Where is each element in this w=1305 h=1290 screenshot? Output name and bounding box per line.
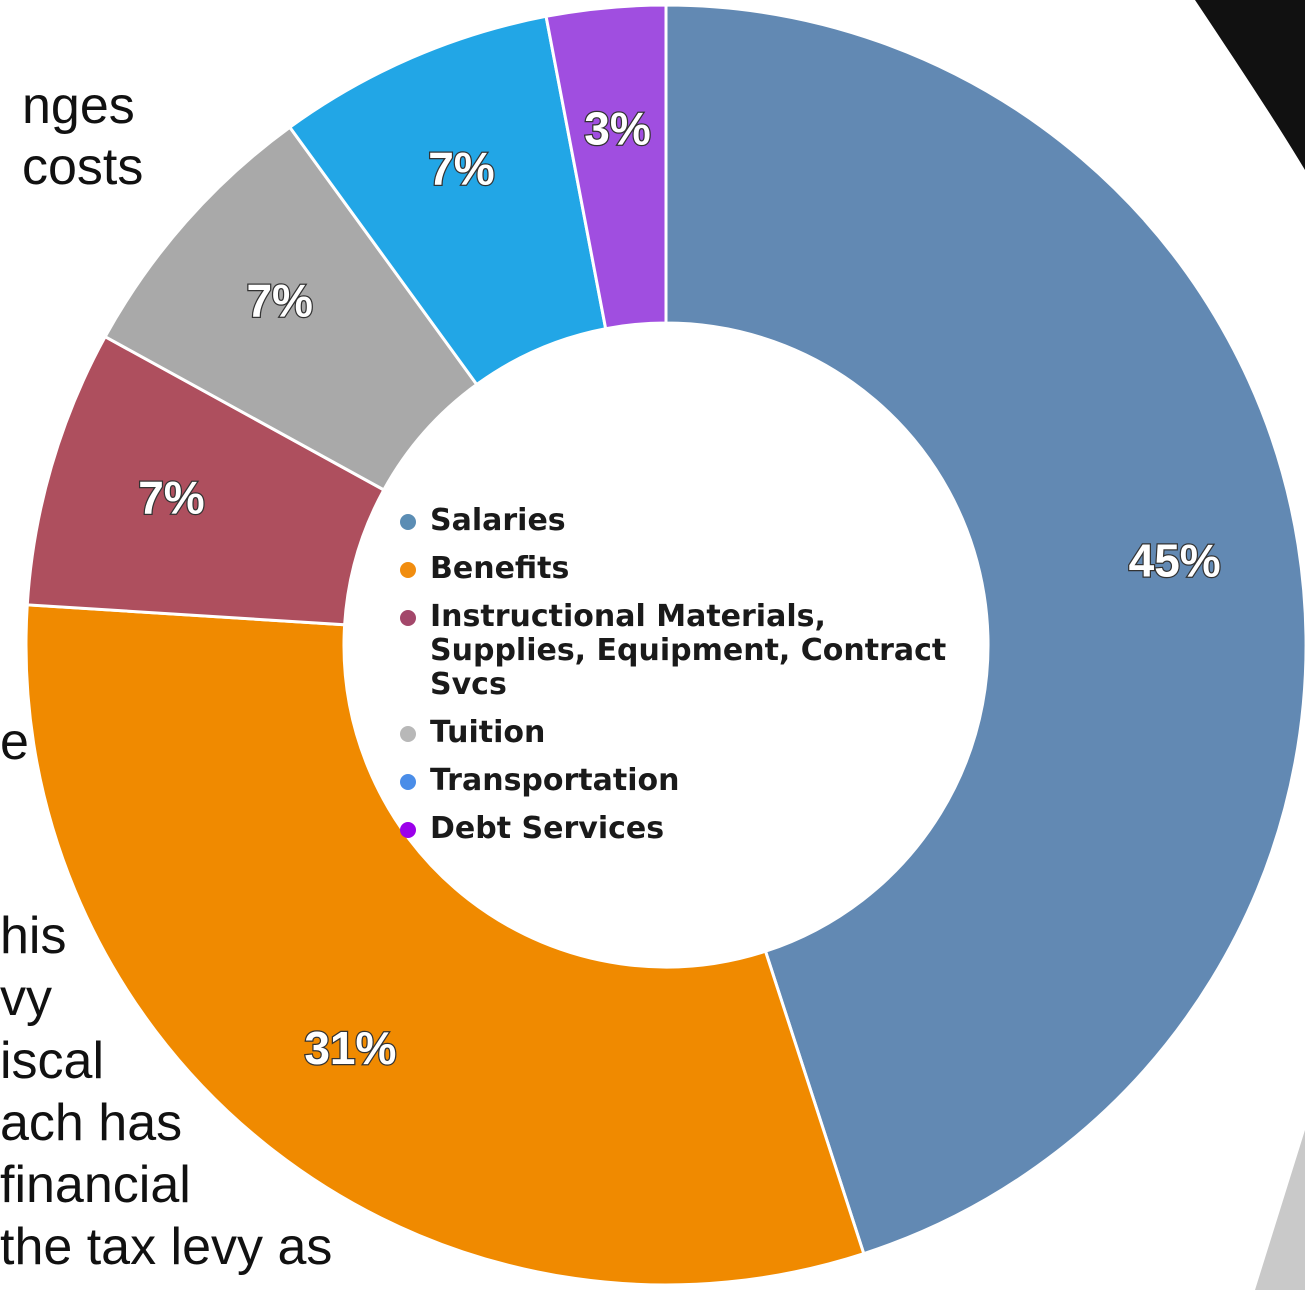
legend-item: Instructional Materials, Supplies, Equip…: [400, 600, 1000, 702]
background-text-line: his: [0, 907, 67, 965]
donut-slice-salaries: [664, 3, 1305, 1256]
background-text-line: the tax levy as: [0, 1218, 333, 1276]
chart-legend: Salaries Benefits Instructional Material…: [400, 504, 1000, 860]
legend-label: Transportation: [430, 763, 680, 798]
slice-value-label: 7%: [428, 143, 494, 195]
background-text-line: iscal: [0, 1032, 105, 1090]
legend-label: Instructional Materials, Supplies, Equip…: [430, 599, 947, 702]
slice-value-label: 45%: [1129, 535, 1221, 587]
labels-group: 45% 31% 7% 7% 7% 3%: [137, 101, 1222, 1075]
legend-label: Tuition: [430, 715, 546, 750]
legend-item: Transportation: [400, 764, 1000, 798]
slice-value-label: 7%: [246, 275, 312, 327]
background-decoration: [1195, 0, 1305, 1290]
legend-label: Debt Services: [430, 811, 665, 846]
legend-item: Benefits: [400, 552, 1000, 586]
dark-corner-shape: [1195, 0, 1305, 170]
legend-dot: [400, 514, 416, 530]
gray-corner-shape: [1255, 1130, 1305, 1290]
legend-label: Salaries: [430, 503, 566, 538]
legend-item: Salaries: [400, 504, 1000, 538]
legend-dot: [400, 726, 416, 742]
background-text-line: vy: [0, 969, 52, 1027]
slice-value-label: 3%: [584, 102, 650, 154]
background-text-line: nges: [22, 77, 135, 135]
legend-label: Benefits: [430, 551, 570, 586]
legend-dot: [400, 562, 416, 578]
legend-dot: [400, 610, 416, 626]
legend-dot: [400, 822, 416, 838]
donut-slice-debt-services: [544, 3, 668, 331]
background-text-line: costs: [22, 138, 144, 196]
legend-dot: [400, 774, 416, 790]
slices-group: [24, 3, 1305, 1287]
legend-item: Debt Services: [400, 812, 1000, 846]
slice-value-label: 31%: [304, 1022, 396, 1074]
slice-value-label: 7%: [138, 471, 204, 523]
background-text-line: e: [0, 713, 29, 771]
background-text-line: ach has: [0, 1094, 183, 1152]
legend-item: Tuition: [400, 716, 1000, 750]
donut-slice-benefits: [24, 603, 866, 1287]
background-text-line: financial: [0, 1156, 191, 1214]
